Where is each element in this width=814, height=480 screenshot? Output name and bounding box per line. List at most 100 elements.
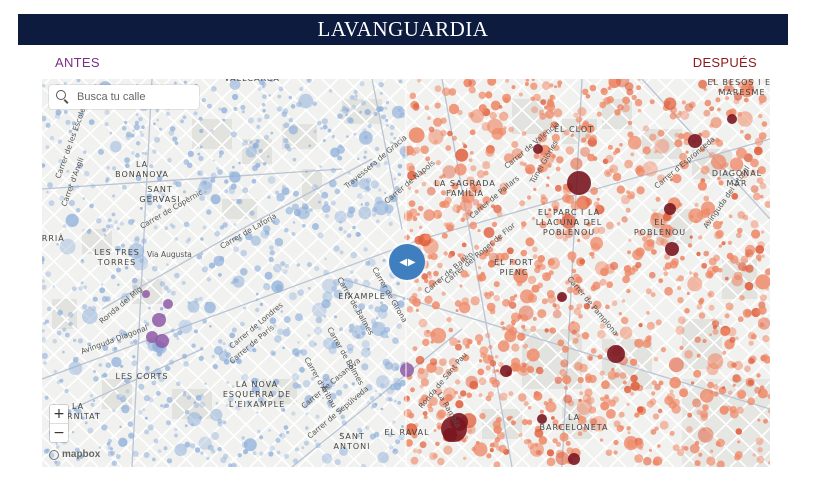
- before-point: [54, 460, 58, 464]
- before-point: [218, 339, 223, 344]
- before-point: [99, 287, 106, 294]
- before-point: [88, 119, 95, 125]
- mapbox-attribution[interactable]: mapbox: [49, 449, 100, 460]
- before-point: [397, 400, 402, 405]
- before-point: [101, 424, 108, 431]
- high-before-point: [146, 331, 158, 343]
- after-point: [418, 318, 428, 328]
- before-point: [217, 447, 222, 452]
- after-point: [755, 245, 765, 254]
- after-point: [736, 376, 742, 382]
- before-point: [153, 438, 159, 444]
- after-point: [539, 221, 547, 229]
- before-point: [348, 206, 356, 214]
- after-point: [610, 261, 619, 271]
- before-point: [272, 324, 277, 328]
- before-point: [367, 347, 370, 351]
- before-point: [147, 424, 154, 431]
- comparison-map[interactable]: VALLCARCALABONANOVASANTGERVASILES TRESTO…: [42, 79, 770, 467]
- after-point: [602, 158, 609, 165]
- after-point: [700, 413, 708, 422]
- after-point: [642, 161, 658, 177]
- before-point: [243, 438, 257, 452]
- before-point: [386, 386, 395, 395]
- before-point: [72, 356, 79, 363]
- after-point: [463, 144, 468, 149]
- after-point: [677, 285, 682, 291]
- before-point: [258, 79, 265, 86]
- after-point: [757, 166, 766, 175]
- before-point: [200, 237, 204, 241]
- before-point: [277, 328, 284, 336]
- after-point: [630, 152, 635, 157]
- before-point: [102, 345, 109, 351]
- after-point: [582, 88, 589, 95]
- after-point: [483, 170, 489, 176]
- after-point: [585, 376, 592, 384]
- before-point: [92, 296, 98, 302]
- street-search[interactable]: [49, 85, 199, 109]
- after-point: [757, 305, 767, 315]
- after-point: [419, 441, 427, 449]
- before-point: [102, 227, 106, 232]
- before-point: [106, 441, 111, 446]
- before-point: [367, 258, 376, 267]
- after-point: [575, 333, 581, 338]
- street-line: [42, 79, 195, 228]
- before-point: [52, 338, 57, 344]
- brand-logo[interactable]: LAVANGUARDIA: [317, 17, 489, 41]
- zoom-in-button[interactable]: +: [53, 406, 65, 422]
- after-point: [543, 401, 548, 406]
- street-line: [42, 341, 171, 467]
- before-point: [244, 233, 253, 241]
- before-point: [214, 346, 223, 355]
- before-point: [314, 265, 320, 272]
- after-point: [470, 296, 480, 306]
- after-point: [554, 184, 562, 192]
- before-point: [178, 319, 193, 334]
- after-point: [577, 125, 584, 131]
- before-label: ANTES: [55, 55, 100, 70]
- before-point: [391, 105, 405, 119]
- before-point: [174, 237, 178, 241]
- before-point: [364, 150, 368, 154]
- compare-slider-handle[interactable]: ◀ ▶: [389, 244, 425, 280]
- after-point: [622, 275, 630, 284]
- after-point: [744, 249, 754, 258]
- before-point: [198, 155, 204, 161]
- after-point: [531, 79, 535, 81]
- search-input[interactable]: [75, 90, 197, 104]
- after-point: [433, 270, 439, 277]
- map-canvas[interactable]: VALLCARCALABONANOVASANTGERVASILES TRESTO…: [42, 79, 770, 467]
- after-point: [675, 113, 681, 119]
- before-point: [111, 356, 122, 368]
- before-point: [401, 425, 404, 428]
- before-point: [210, 86, 217, 92]
- before-point: [109, 223, 114, 229]
- before-point: [393, 177, 397, 181]
- zoom-out-button[interactable]: −: [50, 423, 68, 442]
- after-point: [534, 266, 541, 274]
- after-point: [518, 393, 527, 402]
- after-point: [535, 366, 544, 375]
- after-point: [460, 270, 469, 278]
- before-point: [63, 81, 67, 85]
- before-point: [197, 187, 203, 194]
- street-line: [42, 79, 339, 368]
- after-point: [629, 358, 638, 366]
- before-point: [46, 448, 50, 453]
- before-point: [174, 141, 179, 145]
- before-point: [159, 127, 163, 131]
- before-point: [119, 221, 124, 226]
- before-point: [355, 333, 361, 339]
- after-point: [613, 439, 619, 446]
- before-point: [271, 351, 275, 356]
- before-point: [385, 100, 390, 105]
- after-point: [447, 130, 453, 137]
- after-point: [750, 158, 759, 168]
- after-point: [485, 91, 493, 99]
- after-point: [694, 202, 699, 207]
- before-point: [269, 79, 274, 83]
- before-point: [356, 193, 363, 200]
- before-point: [393, 377, 401, 386]
